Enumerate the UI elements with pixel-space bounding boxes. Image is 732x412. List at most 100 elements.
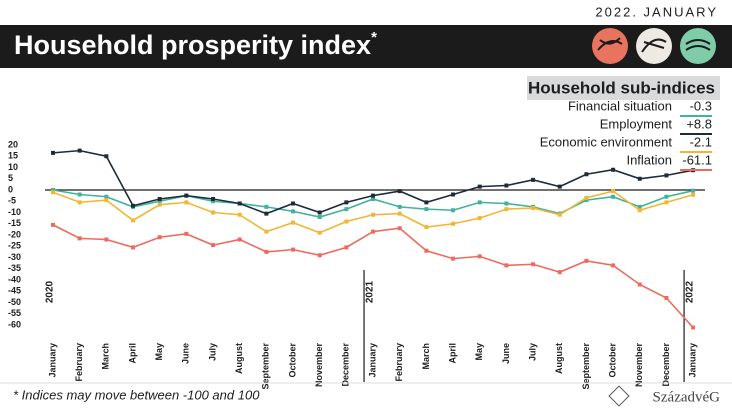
x-tick-label: January — [687, 343, 697, 378]
data-point — [531, 206, 536, 210]
data-point — [637, 282, 642, 287]
data-point — [691, 192, 696, 197]
data-point — [237, 201, 242, 206]
data-point — [184, 193, 189, 198]
data-point — [504, 183, 509, 188]
data-point — [451, 221, 456, 226]
footnote: * Indices may move between -100 and 100 — [13, 387, 260, 402]
data-point — [451, 256, 456, 261]
data-point — [557, 212, 562, 217]
data-point — [611, 167, 616, 172]
data-point — [157, 197, 162, 201]
data-point — [184, 200, 189, 205]
data-point — [264, 204, 269, 209]
data-point — [664, 194, 669, 199]
data-point — [77, 148, 82, 153]
data-point — [104, 237, 109, 242]
x-tick-label: July — [527, 343, 537, 361]
y-tick-label: 20 — [8, 139, 18, 149]
data-point — [211, 210, 216, 215]
data-point — [504, 263, 509, 268]
data-point — [344, 200, 349, 205]
data-point — [317, 230, 322, 235]
y-tick-label: 5 — [8, 173, 13, 183]
data-point — [451, 192, 456, 197]
x-tick-label: December — [341, 343, 351, 387]
data-point — [237, 212, 242, 217]
y-tick-label: -50 — [8, 297, 21, 307]
data-point — [424, 207, 429, 212]
x-tick-label: September — [261, 343, 271, 390]
data-point — [317, 210, 322, 215]
data-point — [344, 245, 349, 250]
data-point — [184, 231, 189, 236]
data-point — [477, 200, 482, 205]
y-tick-label: -20 — [8, 229, 21, 239]
data-point — [611, 263, 616, 268]
data-point — [557, 184, 562, 189]
data-point — [664, 296, 669, 300]
data-point — [424, 248, 429, 253]
icon-detail — [597, 37, 623, 51]
data-point — [424, 200, 429, 205]
x-tick-label: May — [474, 343, 484, 361]
data-point — [291, 247, 296, 252]
x-tick-label: June — [181, 343, 191, 364]
y-tick-label: 15 — [8, 151, 18, 161]
data-point — [557, 270, 562, 275]
data-point — [397, 189, 402, 194]
data-point — [104, 198, 109, 203]
x-tick-label: November — [634, 343, 644, 388]
y-tick-label: -25 — [8, 241, 21, 251]
data-point — [291, 220, 296, 225]
x-tick-label: November — [314, 343, 324, 388]
data-point — [637, 176, 642, 181]
data-point — [211, 199, 216, 204]
x-tick-label: August — [554, 343, 564, 374]
data-point — [264, 229, 269, 234]
x-tick-label: February — [394, 343, 404, 382]
data-point — [51, 150, 55, 155]
x-tick-label: March — [421, 343, 431, 370]
data-point — [584, 258, 589, 263]
data-point — [317, 215, 322, 219]
legend-title: Household sub-indices — [528, 78, 715, 97]
y-tick-label: -35 — [8, 263, 21, 273]
data-point — [371, 229, 376, 234]
x-tick-label: August — [234, 343, 244, 374]
x-tick-label: April — [447, 343, 457, 364]
data-point — [584, 198, 589, 203]
data-point — [584, 172, 589, 177]
x-tick-label: January — [367, 343, 377, 378]
data-point — [611, 194, 616, 199]
data-point — [291, 209, 296, 214]
data-point — [691, 325, 696, 330]
data-point — [504, 207, 509, 212]
legend-label: Financial situation — [568, 98, 672, 113]
chart-title: Household prosperity index* — [14, 29, 377, 60]
data-point — [157, 235, 162, 240]
data-point — [397, 226, 402, 231]
data-point — [317, 253, 322, 258]
x-tick-label: June — [501, 343, 511, 364]
data-point — [104, 154, 109, 159]
icon-detail — [641, 38, 667, 53]
data-point — [637, 204, 642, 209]
data-point — [131, 245, 136, 250]
data-point — [51, 190, 55, 195]
y-tick-label: 0 — [8, 184, 13, 194]
data-point — [477, 254, 482, 259]
data-point — [664, 173, 669, 178]
y-tick-label: -60 — [8, 319, 21, 329]
data-point — [237, 237, 242, 242]
plot: -60-55-50-45-40-35-30-25-20-15-10-505101… — [8, 139, 705, 390]
data-point — [531, 262, 536, 267]
title-mark: * — [371, 29, 377, 46]
data-point — [397, 204, 402, 209]
logo: SzázadvéG — [653, 389, 721, 405]
y-tick-label: 10 — [8, 162, 18, 172]
data-point — [504, 201, 509, 206]
